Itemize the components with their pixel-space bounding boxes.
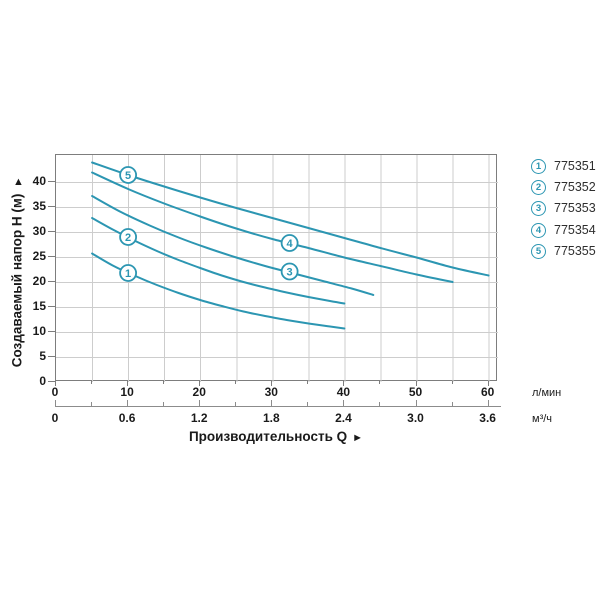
- x-tick-mark-60: [488, 381, 489, 386]
- legend-item-775353: 3 775353: [531, 201, 596, 217]
- secondary-axis-tick-35: [307, 402, 308, 406]
- legend-label: 775353: [554, 201, 596, 216]
- secondary-axis-tick-5: [91, 402, 92, 406]
- secondary-tick-label-2.4: 2.4: [335, 411, 352, 425]
- curve-775354: [91, 171, 454, 283]
- secondary-tick-label-3.6: 3.6: [479, 411, 496, 425]
- x-tick-mark-45: [379, 381, 380, 384]
- curve-marker-number-3: 3: [287, 266, 293, 278]
- x-tick-mark-55: [452, 381, 453, 384]
- y-tick-mark-25: [48, 256, 55, 257]
- secondary-axis-tick-10: [127, 400, 128, 406]
- x-tick-label-20: 20: [192, 385, 206, 399]
- curve-marker-circle-1: [119, 264, 138, 282]
- y-tick-mark-0: [48, 381, 55, 382]
- legend-item-775355: 5 775355: [531, 244, 596, 260]
- x-tick-label-60: 60: [480, 385, 495, 399]
- legend-marker-circle-3: 3: [531, 201, 546, 217]
- legend-label: 775354: [554, 222, 596, 237]
- x-tick-label-50: 50: [408, 385, 423, 399]
- secondary-tick-label-3.0: 3.0: [407, 411, 424, 425]
- legend-marker-circle-2: 2: [531, 179, 546, 195]
- secondary-axis-line: [55, 406, 501, 407]
- curve-marker-circle-5: [119, 166, 138, 184]
- secondary-axis-tick-0: [55, 400, 56, 406]
- y-tick-mark-15: [48, 306, 55, 307]
- x-tick-mark-35: [307, 381, 308, 384]
- secondary-tick-label-0.6: 0.6: [118, 411, 136, 425]
- plot-area: 1 2 3 4 5: [55, 154, 498, 382]
- legend-marker-circle-5: 5: [531, 244, 546, 260]
- legend-item-775354: 4 775354: [531, 222, 596, 238]
- secondary-tick-label-1.2: 1.2: [190, 411, 208, 425]
- right-arrow-icon: ►: [352, 432, 364, 444]
- secondary-axis-tick-25: [235, 402, 236, 406]
- x-tick-mark-15: [163, 381, 164, 384]
- legend-label: 775355: [554, 244, 596, 259]
- secondary-axis-tick-45: [379, 402, 380, 406]
- x-tick-label-40: 40: [336, 385, 351, 399]
- primary-unit-label: л/мин: [532, 387, 562, 399]
- y-tick-label-10: 10: [32, 324, 46, 338]
- secondary-tick-label-0: 0: [51, 411, 59, 425]
- y-tick-mark-40: [48, 181, 55, 182]
- legend-label: 775352: [554, 179, 596, 194]
- y-tick-label-35: 35: [32, 199, 46, 213]
- y-tick-mark-30: [48, 231, 55, 232]
- curve-marker-circle-3: [280, 262, 299, 281]
- x-tick-mark-5: [91, 381, 92, 384]
- secondary-axis-tick-55: [452, 402, 453, 406]
- curve-marker-number-2: 2: [125, 232, 131, 244]
- x-tick-label-10: 10: [120, 385, 134, 399]
- secondary-axis-tick-40: [343, 400, 344, 406]
- y-tick-mark-20: [48, 281, 55, 282]
- curve-marker-number-1: 1: [125, 268, 131, 280]
- secondary-axis-tick-60: [488, 400, 489, 406]
- secondary-tick-label-1.8: 1.8: [262, 411, 280, 425]
- curve-775355: [91, 161, 490, 277]
- x-tick-mark-40: [343, 381, 344, 386]
- y-tick-label-20: 20: [32, 274, 46, 288]
- legend-label: 775351: [554, 158, 596, 173]
- y-tick-label-0: 0: [39, 374, 46, 388]
- x-tick-label-30: 30: [264, 385, 278, 399]
- secondary-axis-tick-15: [163, 402, 164, 406]
- secondary-axis-tick-50: [416, 400, 417, 406]
- x-tick-mark-0: [55, 381, 56, 386]
- x-tick-mark-10: [127, 381, 128, 386]
- x-tick-mark-30: [271, 381, 272, 386]
- secondary-axis-tick-30: [271, 400, 272, 406]
- x-tick-mark-20: [199, 381, 200, 386]
- secondary-unit-label: м³/ч: [532, 413, 553, 425]
- plot-canvas: 1 2 3 4 5: [56, 155, 498, 382]
- y-tick-label-25: 25: [32, 249, 46, 263]
- secondary-axis-tick-20: [199, 400, 200, 406]
- curve-775353: [91, 195, 375, 296]
- legend-marker-circle-4: 4: [531, 222, 546, 238]
- curve-marker-number-5: 5: [125, 170, 131, 182]
- legend-item-775351: 1 775351: [531, 158, 596, 174]
- x-tick-mark-50: [416, 381, 417, 386]
- y-tick-label-40: 40: [32, 174, 46, 188]
- y-tick-mark-10: [48, 331, 55, 332]
- curve-marker-circle-4: [280, 234, 299, 252]
- x-axis-title: Производительность Q ►: [55, 429, 497, 444]
- y-tick-label-15: 15: [32, 299, 46, 313]
- x-axis-title-text: Производительность Q: [188, 429, 348, 444]
- x-tick-label-0: 0: [51, 385, 59, 399]
- y-tick-label-30: 30: [32, 224, 46, 238]
- y-tick-mark-5: [48, 356, 55, 357]
- curve-marker-circle-2: [119, 228, 138, 246]
- legend-item-775352: 2 775352: [531, 179, 596, 195]
- legend-marker-circle-1: 1: [531, 158, 546, 174]
- y-tick-mark-35: [48, 206, 55, 207]
- y-tick-label-5: 5: [39, 349, 46, 363]
- curve-marker-number-4: 4: [287, 238, 294, 250]
- x-tick-mark-25: [235, 381, 236, 384]
